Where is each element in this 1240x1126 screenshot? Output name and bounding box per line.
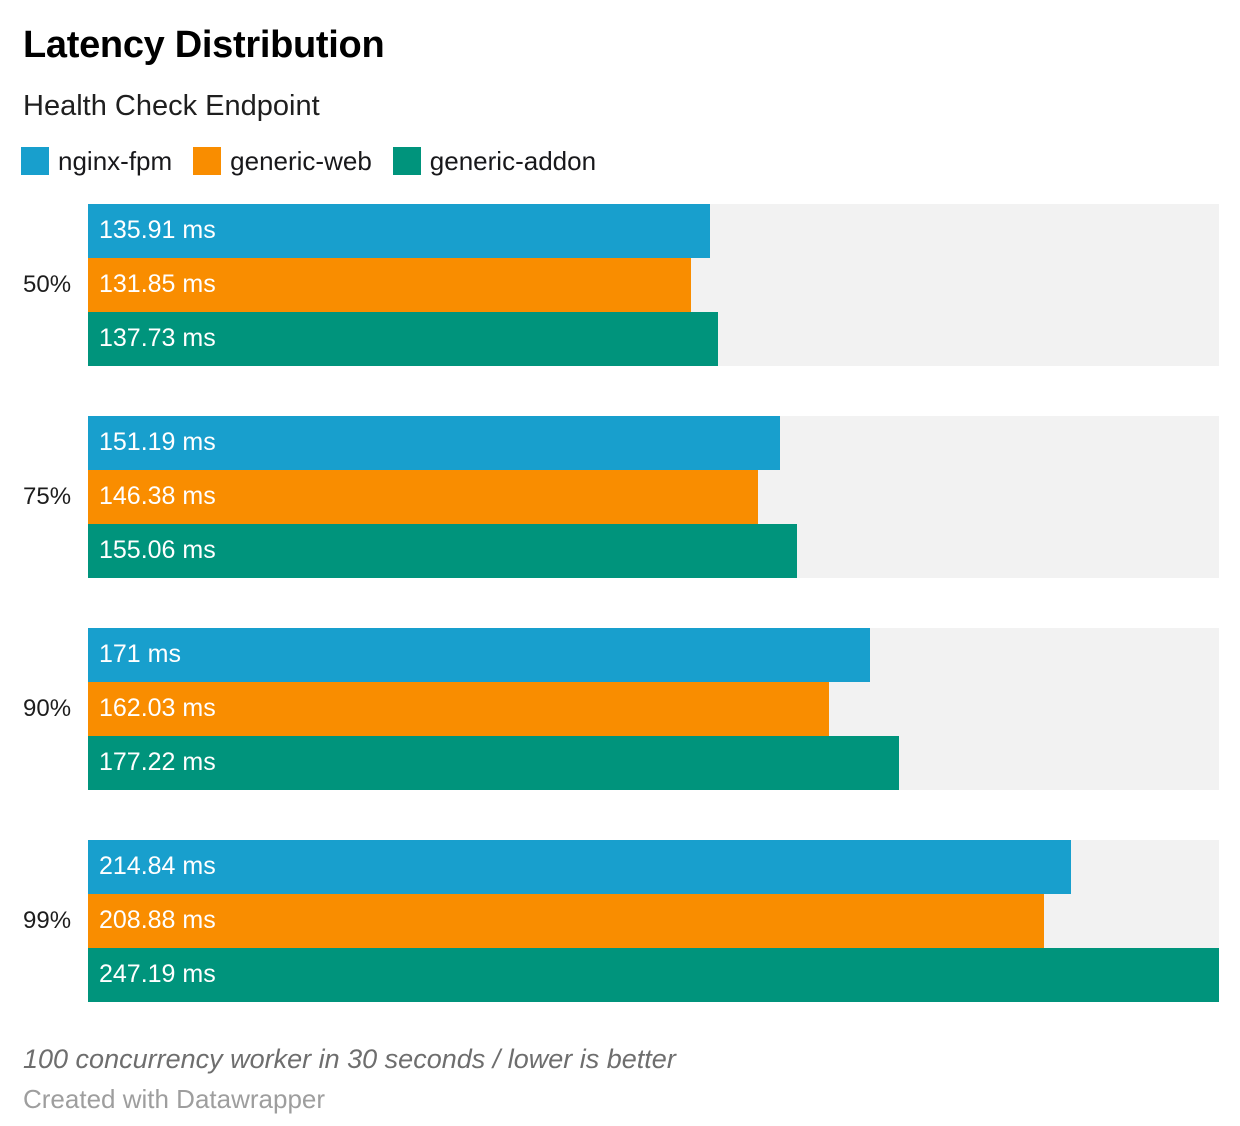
bar-value-label: 146.38 ms	[99, 482, 216, 511]
category-label: 50%	[23, 270, 72, 298]
bar-track: 137.73 ms	[88, 311, 1219, 366]
bar-generic-web-50%: 131.85 ms	[88, 257, 692, 312]
legend-swatch-generic-addon	[392, 147, 421, 176]
chart-subtitle: Health Check Endpoint	[23, 89, 320, 122]
bar-track: 146.38 ms	[88, 469, 1219, 524]
bar-stack: 214.84 ms 208.88 ms 247.19 ms	[88, 839, 1219, 1002]
footer-note: 100 concurrency worker in 30 seconds / l…	[23, 1043, 676, 1074]
bar-generic-addon-90%: 177.22 ms	[88, 735, 899, 790]
legend-swatch-nginx-fpm	[21, 147, 49, 176]
bar-group-90%: 90% 171 ms 162.03 ms 177.22 ms	[0, 627, 1240, 790]
bar-track: 171 ms	[88, 627, 1219, 682]
bar-group-99%: 99% 214.84 ms 208.88 ms 247.19 ms	[0, 839, 1240, 1002]
bar-generic-addon-75%: 155.06 ms	[88, 523, 798, 578]
bar-track: 208.88 ms	[88, 893, 1219, 948]
bar-generic-web-99%: 208.88 ms	[88, 893, 1044, 948]
bar-value-label: 131.85 ms	[99, 270, 216, 299]
datawrapper-attribution: Created with Datawrapper	[23, 1083, 326, 1114]
legend-swatch-generic-web	[193, 147, 222, 176]
bar-generic-web-75%: 146.38 ms	[88, 469, 758, 524]
bar-value-label: 247.19 ms	[99, 960, 216, 989]
bar-stack: 171 ms 162.03 ms 177.22 ms	[88, 627, 1219, 790]
bar-value-label: 171 ms	[99, 640, 181, 669]
legend-item-nginx-fpm: nginx-fpm	[21, 146, 172, 177]
bar-generic-addon-99%: 247.19 ms	[88, 947, 1219, 1002]
legend-label: generic-web	[230, 145, 372, 176]
legend-item-generic-addon: generic-addon	[392, 145, 597, 177]
bar-group-75%: 75% 151.19 ms 146.38 ms 155.06 ms	[0, 415, 1240, 578]
chart-header: Latency Distribution Health Check Endpoi…	[0, 0, 1240, 123]
chart-footer: 100 concurrency worker in 30 seconds / l…	[0, 1044, 1240, 1115]
bar-value-label: 135.91 ms	[99, 216, 216, 245]
bar-value-label: 162.03 ms	[99, 694, 216, 723]
bar-track: 135.91 ms	[88, 203, 1219, 258]
category-label: 99%	[23, 906, 72, 934]
bar-value-label: 137.73 ms	[99, 324, 216, 353]
bar-value-label: 155.06 ms	[99, 536, 216, 565]
bar-nginx-fpm-50%: 135.91 ms	[88, 203, 710, 258]
bar-value-label: 214.84 ms	[99, 852, 216, 881]
legend-item-generic-web: generic-web	[193, 146, 372, 177]
bar-value-label: 151.19 ms	[99, 428, 216, 457]
bar-generic-web-90%: 162.03 ms	[88, 681, 830, 736]
bar-track: 247.19 ms	[88, 947, 1219, 1002]
legend: nginx-fpm generic-web generic-addon	[0, 146, 1240, 177]
bar-track: 214.84 ms	[88, 839, 1219, 894]
bar-nginx-fpm-75%: 151.19 ms	[88, 415, 780, 470]
bar-track: 151.19 ms	[88, 415, 1219, 470]
bar-stack: 135.91 ms 131.85 ms 137.73 ms	[88, 203, 1219, 366]
category-label: 90%	[23, 694, 72, 722]
bar-generic-addon-50%: 137.73 ms	[88, 311, 719, 366]
legend-label: nginx-fpm	[58, 145, 173, 176]
bar-stack: 151.19 ms 146.38 ms 155.06 ms	[88, 415, 1219, 578]
bar-track: 162.03 ms	[88, 681, 1219, 736]
bar-group-50%: 50% 135.91 ms 131.85 ms 137.73 ms	[0, 203, 1240, 366]
bar-track: 155.06 ms	[88, 523, 1219, 578]
category-label: 75%	[23, 482, 72, 510]
bar-value-label: 177.22 ms	[99, 748, 216, 777]
chart-title: Latency Distribution	[23, 24, 385, 66]
legend-label: generic-addon	[429, 145, 597, 176]
bar-chart: 50% 135.91 ms 131.85 ms 137.73 ms 75% 151.19 …	[0, 203, 1240, 1002]
bar-nginx-fpm-90%: 171 ms	[88, 627, 871, 682]
bar-nginx-fpm-99%: 214.84 ms	[88, 839, 1071, 894]
bar-track: 177.22 ms	[88, 735, 1219, 790]
bar-track: 131.85 ms	[88, 257, 1219, 312]
bar-value-label: 208.88 ms	[99, 906, 216, 935]
